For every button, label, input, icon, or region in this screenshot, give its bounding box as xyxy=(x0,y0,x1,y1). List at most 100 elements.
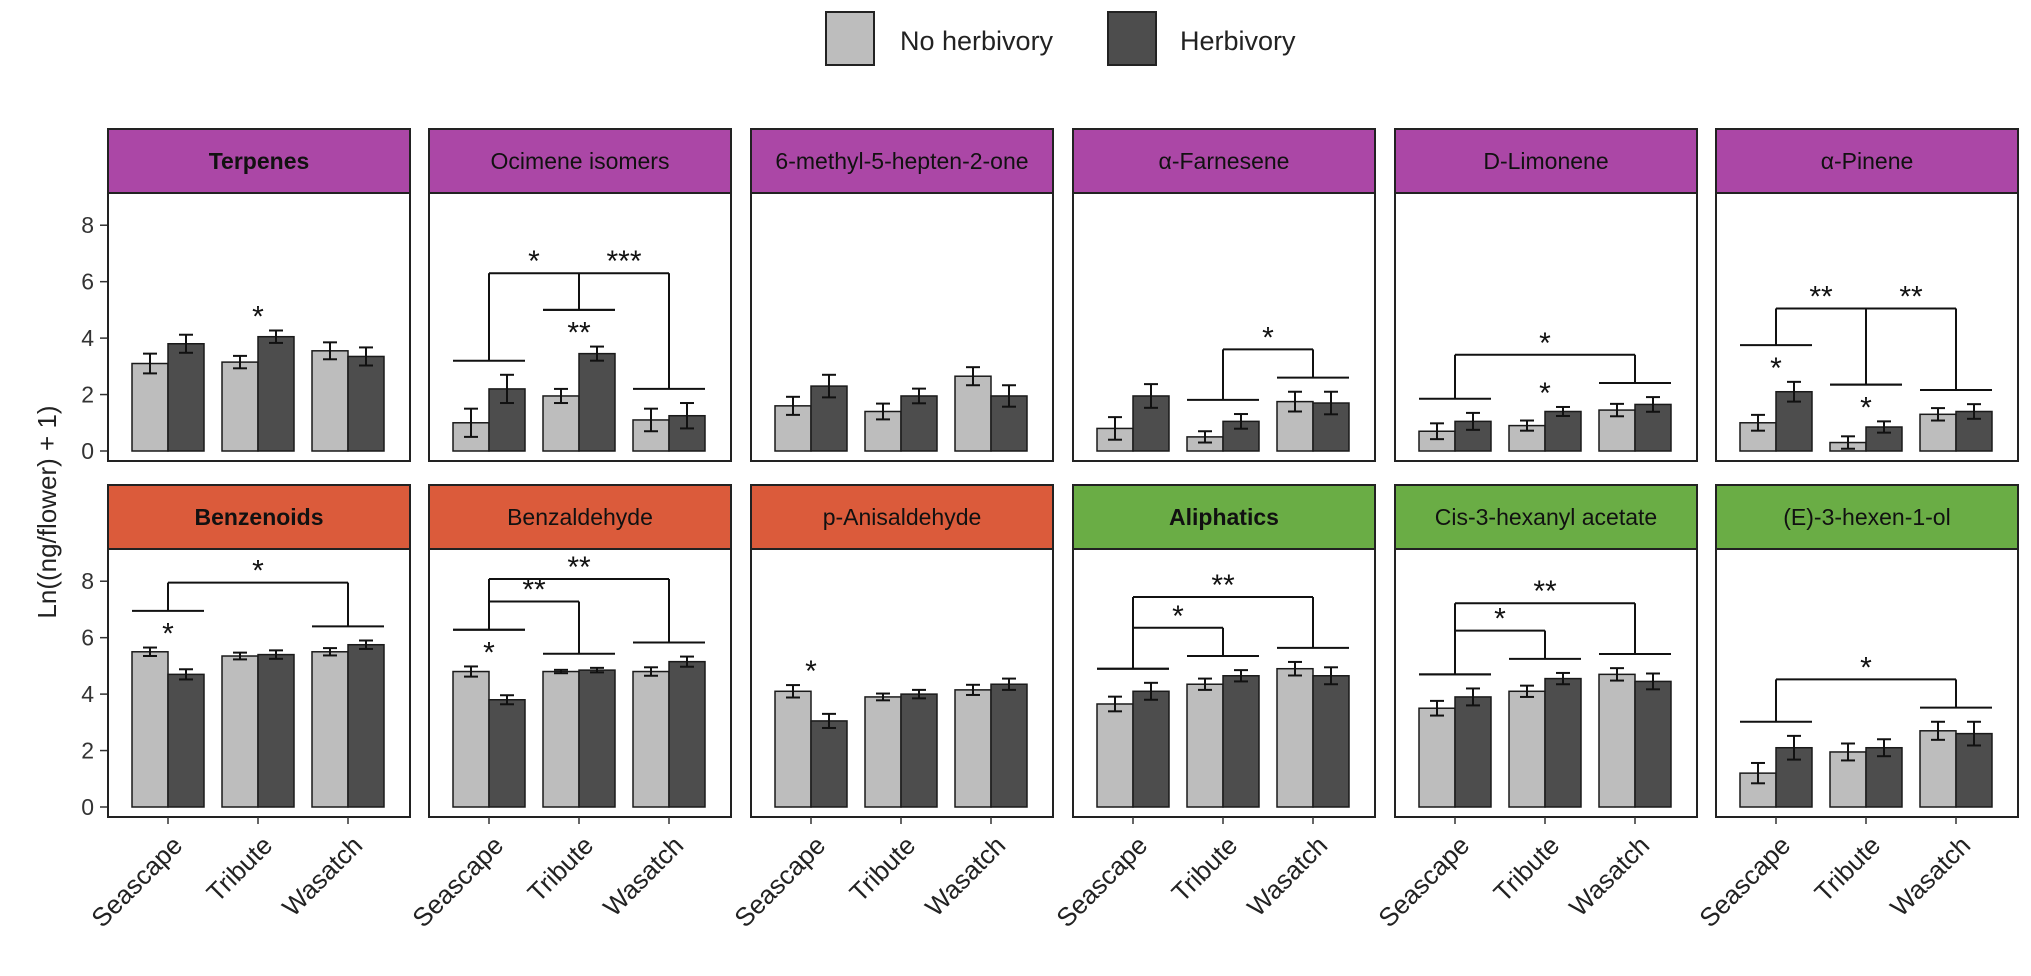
legend-label-no-herbivory: No herbivory xyxy=(900,26,1054,56)
error-bar-no-herbivory xyxy=(1108,416,1122,441)
error-bar-herbivory xyxy=(1002,384,1016,408)
error-bar-no-herbivory xyxy=(644,407,658,433)
panel-title: (E)-3-hexen-1-ol xyxy=(1783,504,1950,530)
bar-herbivory-tribute xyxy=(257,653,295,808)
error-bar-herbivory xyxy=(590,345,604,362)
y-tick-label: 0 xyxy=(81,438,94,464)
bar-herbivory-wasatch xyxy=(1312,675,1350,808)
bar-no-herbivory-wasatch xyxy=(954,375,992,452)
y-tick-label: 8 xyxy=(81,212,94,238)
bracket-label: ** xyxy=(567,551,591,584)
error-bar-herbivory xyxy=(912,688,926,700)
error-bar-herbivory xyxy=(680,655,694,668)
bracket-label: ** xyxy=(522,574,546,607)
significance-star: * xyxy=(162,618,174,651)
panel-strip xyxy=(107,484,411,550)
bar-herbivory-seascape xyxy=(167,673,205,808)
x-tick-label: Wasatch xyxy=(1241,830,1333,922)
error-bar-herbivory xyxy=(680,402,694,430)
error-bar-no-herbivory xyxy=(786,684,800,699)
x-tick-label: Tribute xyxy=(1165,830,1243,908)
error-bar-no-herbivory xyxy=(1108,695,1122,713)
panel-ocimene-isomers: Ocimene isomers*** *** xyxy=(428,128,732,462)
bar-herbivory-wasatch xyxy=(1634,680,1672,808)
bar-no-herbivory-seascape xyxy=(131,651,169,808)
bar-herbivory-tribute xyxy=(1544,677,1582,808)
significance-star: ** xyxy=(567,317,591,350)
x-tick-label: Seascape xyxy=(406,830,509,933)
panel-title: Benzenoids xyxy=(194,504,323,530)
panel-title: 6-methyl-5-hepten-2-one xyxy=(775,148,1028,174)
panel-strip xyxy=(107,128,411,194)
bar-no-herbivory-wasatch xyxy=(1276,667,1314,808)
bar-herbivory-tribute xyxy=(257,335,295,452)
x-tick-label: Seascape xyxy=(1372,830,1475,933)
error-bar-no-herbivory xyxy=(233,651,247,661)
error-bar-herbivory xyxy=(1646,672,1660,691)
bar-herbivory-wasatch xyxy=(990,683,1028,808)
comparison-bracket: * xyxy=(132,555,384,628)
error-bar-herbivory xyxy=(179,668,193,681)
significance-star: * xyxy=(805,655,817,688)
panel-title: Cis-3-hexanyl acetate xyxy=(1435,504,1657,530)
bar-herbivory-seascape xyxy=(488,699,526,808)
error-bar-herbivory xyxy=(912,387,926,405)
bracket-label: * xyxy=(1494,603,1506,636)
y-tick-label: 2 xyxy=(81,382,94,408)
error-bar-no-herbivory xyxy=(323,647,337,657)
x-tick-label: Tribute xyxy=(521,830,599,908)
y-tick-label: 0 xyxy=(81,794,94,820)
bar-no-herbivory-seascape xyxy=(774,690,812,808)
error-bar-no-herbivory xyxy=(1288,390,1302,413)
comparison-bracket: * xyxy=(1187,321,1349,401)
bar-herbivory-wasatch xyxy=(668,660,706,808)
x-tick-label: Tribute xyxy=(1487,830,1565,908)
bar-no-herbivory-tribute xyxy=(542,670,580,808)
error-bar-herbivory xyxy=(1787,380,1801,403)
error-bar-no-herbivory xyxy=(966,683,980,696)
error-bar-no-herbivory xyxy=(554,668,568,675)
bar-herbivory-tribute xyxy=(1544,410,1582,452)
bracket-label: * xyxy=(1539,327,1551,360)
error-bar-no-herbivory xyxy=(464,407,478,438)
bar-no-herbivory-wasatch xyxy=(1919,730,1957,808)
panel-title: D-Limonene xyxy=(1483,148,1608,174)
x-tick-label: Wasatch xyxy=(1884,830,1976,922)
bar-no-herbivory-wasatch xyxy=(632,670,670,808)
panel-title: Ocimene isomers xyxy=(491,148,670,174)
error-bar-herbivory xyxy=(1967,720,1981,747)
bar-no-herbivory-tribute xyxy=(221,655,259,808)
x-tick-label: Tribute xyxy=(843,830,921,908)
legend-swatch-herbivory xyxy=(1107,11,1157,66)
x-tick-label: Tribute xyxy=(1808,830,1886,908)
panel-strip xyxy=(1715,128,2019,194)
significance-star: * xyxy=(483,636,495,669)
error-bar-no-herbivory xyxy=(1288,660,1302,677)
bracket-label: * xyxy=(1262,321,1274,354)
panel-title: α-Pinene xyxy=(1821,148,1914,174)
x-tick-label: Wasatch xyxy=(1563,830,1655,922)
comparison-bracket: *** xyxy=(543,245,705,390)
bar-no-herbivory-tribute xyxy=(221,361,259,452)
bar-herbivory-seascape xyxy=(167,343,205,452)
bar-herbivory-tribute xyxy=(578,352,616,452)
error-bar-no-herbivory xyxy=(1751,413,1765,432)
comparison-bracket: ** xyxy=(453,551,705,644)
bracket-label: ** xyxy=(1211,569,1235,602)
bracket-label: ** xyxy=(1899,280,1923,313)
error-bar-herbivory xyxy=(1324,666,1338,686)
error-bar-herbivory xyxy=(269,329,283,344)
error-bar-herbivory xyxy=(269,649,283,660)
bar-no-herbivory-tribute xyxy=(864,696,902,808)
error-bar-herbivory xyxy=(1324,390,1338,416)
panel-d-limonene: D-Limonene * * xyxy=(1394,128,1698,462)
legend: No herbivory Herbivory xyxy=(825,11,1296,66)
bar-no-herbivory-seascape xyxy=(1096,703,1134,808)
x-tick-label: Seascape xyxy=(728,830,831,933)
bracket-label: * xyxy=(1172,600,1184,633)
x-tick-label: Wasatch xyxy=(597,830,689,922)
bar-no-herbivory-seascape xyxy=(131,362,169,452)
